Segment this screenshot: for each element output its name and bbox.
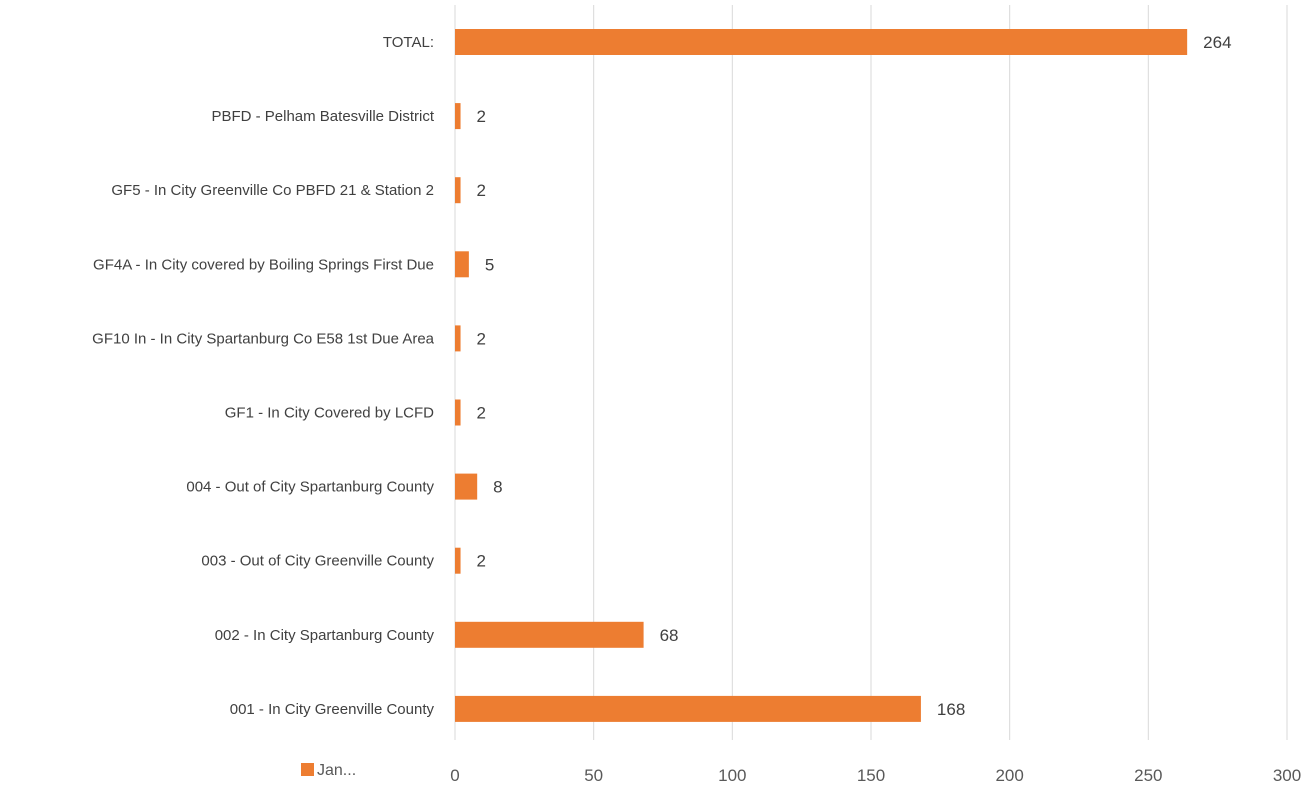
legend-swatch — [301, 763, 314, 776]
bars — [455, 29, 1188, 722]
bar — [455, 177, 461, 204]
x-tick-label: 200 — [995, 766, 1023, 785]
data-labels: 264 2 2 5 2 2 8 2 68 168 — [477, 33, 1232, 719]
gridlines — [454, 5, 1288, 740]
category-label: GF5 - In City Greenville Co PBFD 21 & St… — [111, 182, 434, 199]
x-tick-label: 300 — [1273, 766, 1301, 785]
bar — [455, 103, 461, 130]
bar — [455, 29, 1188, 55]
category-label: 003 - Out of City Greenville County — [201, 553, 434, 570]
category-label: TOTAL: — [383, 34, 434, 51]
category-label: GF10 In - In City Spartanburg Co E58 1st… — [92, 330, 435, 347]
category-label: PBFD - Pelham Batesville District — [211, 108, 434, 125]
x-axis-tick-labels: 0 50 100 150 200 250 300 — [450, 766, 1301, 785]
data-label: 2 — [477, 329, 486, 348]
data-label: 2 — [477, 181, 486, 200]
bar — [455, 251, 469, 278]
x-tick-label: 50 — [584, 766, 603, 785]
data-label: 68 — [660, 626, 679, 645]
category-labels: TOTAL: PBFD - Pelham Batesville District G… — [92, 34, 435, 718]
legend-label: Jan... — [317, 762, 356, 779]
bar — [455, 621, 644, 648]
category-label: GF1 - In City Covered by LCFD — [225, 405, 434, 422]
data-label: 5 — [485, 255, 494, 274]
bar — [455, 473, 478, 500]
bar — [455, 325, 461, 352]
legend: Jan... — [301, 762, 356, 779]
data-label: 264 — [1203, 33, 1231, 52]
category-label: 004 - Out of City Spartanburg County — [186, 479, 434, 496]
category-label: GF4A - In City covered by Boiling Spring… — [93, 256, 434, 273]
bar — [455, 695, 921, 722]
x-tick-label: 0 — [450, 766, 459, 785]
x-tick-label: 250 — [1134, 766, 1162, 785]
data-label: 8 — [493, 478, 502, 497]
bar — [455, 399, 461, 426]
category-label: 002 - In City Spartanburg County — [215, 627, 435, 644]
data-label: 168 — [937, 700, 965, 719]
x-tick-label: 100 — [718, 766, 746, 785]
bar — [455, 547, 461, 574]
data-label: 2 — [477, 552, 486, 571]
x-tick-label: 150 — [857, 766, 885, 785]
data-label: 2 — [477, 404, 486, 423]
data-label: 2 — [477, 107, 486, 126]
category-label: 001 - In City Greenville County — [230, 701, 435, 718]
